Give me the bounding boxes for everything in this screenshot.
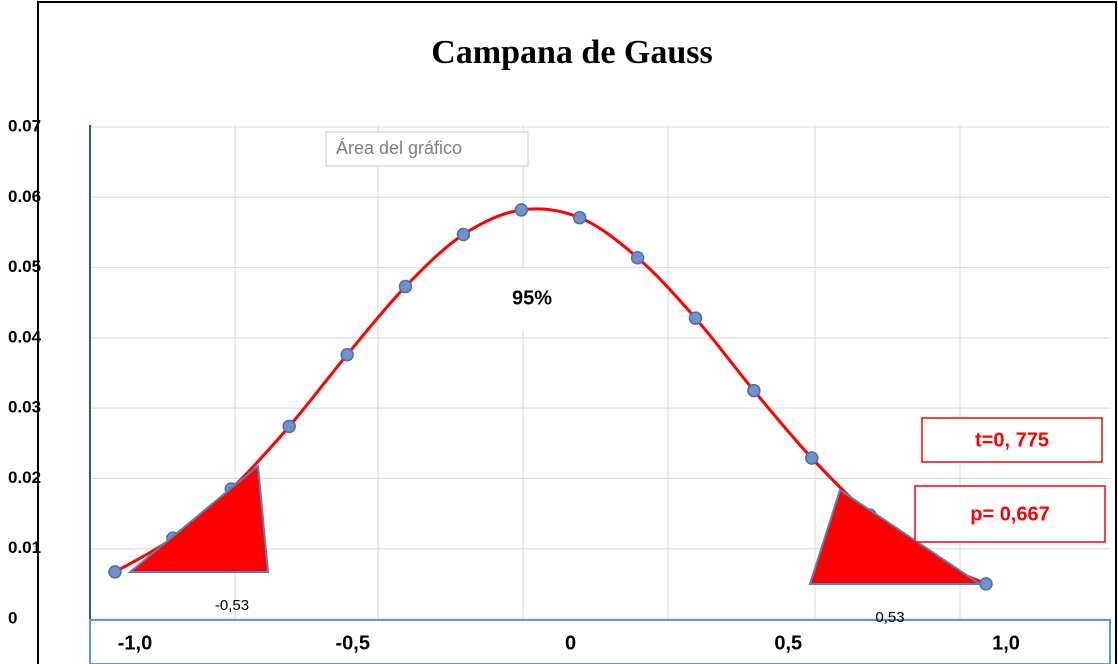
tooltip: Área del gráfico	[336, 138, 462, 158]
t-box	[921, 417, 1103, 463]
center-label-bg	[478, 270, 588, 330]
x-tick-label: 1,0	[992, 632, 1020, 654]
y-tick-label: 0.07	[8, 116, 41, 135]
center-label: 95%	[512, 287, 552, 309]
point	[630, 250, 645, 265]
p-box	[914, 485, 1106, 543]
x-tick-label: 0,5	[774, 632, 802, 654]
point	[572, 210, 587, 225]
point	[282, 419, 296, 434]
y-tick-label: 0.01	[8, 538, 41, 557]
t-label: t=0, 775	[975, 429, 1049, 451]
x-tick-label: -0,5	[336, 632, 370, 654]
left-tail	[127, 464, 270, 573]
x-tick-label: 0	[565, 632, 576, 654]
left-crit-label: -0,53	[215, 597, 249, 614]
y-tick-label: 0	[8, 608, 17, 627]
point	[456, 227, 471, 242]
y-tick-label: 0.03	[8, 398, 41, 417]
point	[340, 347, 354, 362]
point	[688, 311, 703, 325]
y-tick-label: 0.04	[8, 327, 42, 346]
point	[747, 383, 761, 398]
point	[514, 203, 529, 217]
x-axis-selection[interactable]	[89, 619, 1111, 664]
y-tick-label: 0.06	[8, 187, 41, 206]
point	[108, 565, 122, 579]
right-tail	[808, 488, 984, 585]
y-tick-label: 0.02	[8, 468, 41, 487]
point	[398, 279, 413, 294]
point	[979, 577, 993, 591]
tooltip-box	[325, 131, 529, 167]
y-tick-label: 0.05	[8, 257, 41, 276]
x-tick-label: -1,0	[118, 632, 152, 654]
curve	[114, 207, 987, 586]
chart-title: Campana de Gauss	[431, 34, 713, 71]
right-crit-label: 0,53	[875, 609, 904, 626]
p-label: p= 0,667	[970, 503, 1050, 525]
point	[805, 451, 819, 465]
